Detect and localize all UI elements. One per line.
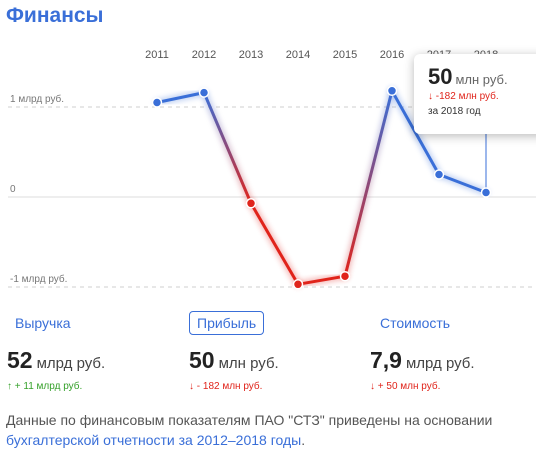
profit-value: 50 млн руб.: [189, 347, 279, 374]
data-point: [198, 87, 210, 98]
market-value-change: ↓ + 50 млн руб.: [370, 381, 441, 392]
x-tick-label: 2012: [192, 49, 216, 61]
market-value-number: 7,9: [370, 347, 402, 373]
x-tick-label: 2011: [145, 49, 169, 61]
footnote-end: .: [301, 432, 306, 448]
tab-revenue[interactable]: Выручка: [15, 315, 71, 331]
tooltip-change: ↓ -182 млн руб.: [428, 91, 499, 102]
profit-value-unit: млн руб.: [218, 355, 279, 372]
data-point: [245, 198, 257, 209]
x-tick-label: 2015: [333, 49, 357, 61]
footnote-text: Данные по финансовым показателям ПАО "СТ…: [6, 412, 493, 428]
profit-line-chart: 1 млрд руб. 0 -1 млрд руб. 2011 2012 2013 2014…: [8, 49, 536, 290]
tooltip-value-number: 50: [428, 64, 453, 89]
data-point: [151, 97, 163, 108]
tooltip-value: 50 млн руб.: [428, 64, 508, 90]
y-tick-label: 1 млрд руб.: [10, 93, 64, 105]
revenue-value-unit: млрд руб.: [36, 355, 106, 372]
line-segment: [202, 91, 253, 205]
section-title: Финансы: [6, 4, 104, 27]
line-segment: [296, 274, 347, 286]
footnote: Данные по финансовым показателям ПАО "СТ…: [6, 410, 526, 450]
chart-tooltip: 50 млн руб. ↓ -182 млн руб. за 2018 год: [414, 54, 536, 134]
y-tick-label: 0: [10, 184, 16, 195]
revenue-value-number: 52: [7, 347, 33, 373]
y-tick-label: -1 млрд руб.: [10, 273, 67, 285]
market-value-unit: млрд руб.: [405, 355, 475, 372]
line-segment: [343, 89, 394, 278]
tab-profit[interactable]: Прибыль: [189, 311, 265, 335]
profit-value-number: 50: [189, 347, 215, 373]
tooltip-value-unit: млн руб.: [455, 72, 508, 87]
line-segment: [155, 91, 206, 104]
data-point: [386, 85, 398, 97]
data-point: [339, 270, 351, 282]
tooltip-period: за 2018 год: [428, 106, 481, 117]
line-segment: [437, 173, 488, 194]
x-tick-label: 2013: [239, 49, 263, 61]
data-point: [480, 187, 492, 198]
x-tick-label: 2014: [286, 49, 310, 61]
market-value: 7,9 млрд руб.: [370, 347, 475, 374]
data-point: [292, 279, 304, 290]
tab-value[interactable]: Стоимость: [380, 315, 451, 331]
line-segment: [249, 201, 300, 286]
revenue-value: 52 млрд руб.: [7, 347, 105, 374]
revenue-change: ↑ + 11 млрд руб.: [7, 381, 83, 392]
x-tick-label: 2016: [380, 49, 404, 61]
profit-change: ↓ - 182 млн руб.: [189, 381, 263, 392]
data-point: [433, 169, 445, 180]
footnote-link[interactable]: бухгалтерской отчетности за 2012–2018 го…: [6, 432, 302, 448]
